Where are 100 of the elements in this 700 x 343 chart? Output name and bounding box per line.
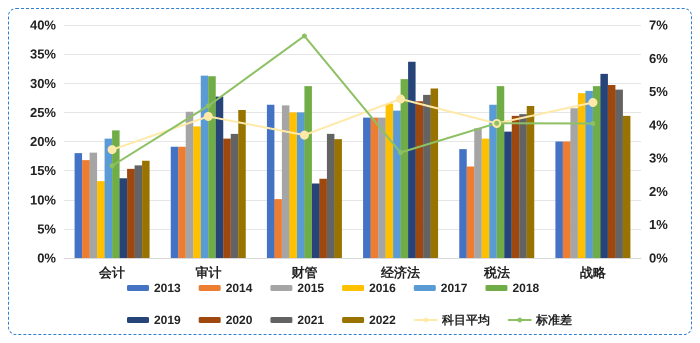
legend-label: 2017 xyxy=(440,281,468,295)
point xyxy=(588,98,598,107)
y2-tick-label: 2% xyxy=(649,184,668,199)
bar xyxy=(170,146,178,258)
y2-tick-label: 4% xyxy=(649,117,668,132)
bar xyxy=(526,106,534,258)
y2-tick-label: 0% xyxy=(649,250,668,266)
x-tick-label: 经济法 xyxy=(380,265,420,280)
bar xyxy=(289,112,297,258)
bar xyxy=(208,76,216,258)
bar xyxy=(363,118,371,258)
legend-label: 2018 xyxy=(512,281,540,295)
point xyxy=(302,33,307,38)
legend-label: 2015 xyxy=(297,281,324,295)
y-tick-label: 35% xyxy=(30,46,56,62)
bar xyxy=(334,139,342,258)
bar xyxy=(615,90,623,258)
bar xyxy=(200,76,208,258)
bar xyxy=(600,74,608,258)
y2-tick-label: 3% xyxy=(649,150,668,166)
bar xyxy=(562,142,570,258)
point xyxy=(204,112,213,121)
legend-label: 标准差 xyxy=(534,313,572,327)
legend-label: 2021 xyxy=(297,313,324,327)
bar xyxy=(326,134,334,258)
x-tick-label: 税法 xyxy=(482,265,510,280)
legend-label: 2013 xyxy=(154,281,182,295)
y-tick-label: 25% xyxy=(30,104,56,120)
bar xyxy=(82,160,90,258)
y-tick-label: 30% xyxy=(30,76,56,91)
bar xyxy=(585,90,593,258)
bar xyxy=(474,128,482,258)
bar xyxy=(430,88,438,258)
point xyxy=(590,121,596,126)
point xyxy=(110,163,115,168)
bar xyxy=(466,166,474,258)
bar xyxy=(482,138,490,258)
y-tick-label: 15% xyxy=(30,163,56,178)
bar xyxy=(592,86,600,258)
legend-label: 2019 xyxy=(154,313,182,327)
bar xyxy=(193,126,201,258)
bar xyxy=(555,142,563,258)
bar xyxy=(378,118,386,258)
y-tick-label: 40% xyxy=(30,18,56,32)
bar xyxy=(489,104,497,258)
legend-label: 2014 xyxy=(226,281,253,295)
y2-tick-label: 1% xyxy=(649,217,668,232)
bar xyxy=(408,62,416,258)
legend-label: 2022 xyxy=(369,313,396,327)
bar xyxy=(459,149,467,258)
point xyxy=(300,130,309,140)
bar xyxy=(370,118,378,258)
bar xyxy=(104,138,112,258)
point xyxy=(396,94,406,104)
bar xyxy=(578,93,586,258)
bar xyxy=(423,94,431,258)
x-tick-label: 审计 xyxy=(195,265,222,280)
bar xyxy=(178,146,186,258)
bar xyxy=(386,104,394,258)
bar xyxy=(312,183,320,258)
bar xyxy=(90,152,98,258)
bar xyxy=(112,130,120,258)
bar xyxy=(127,168,135,258)
x-tick-label: 财管 xyxy=(290,265,318,280)
bar xyxy=(296,112,304,258)
legend-label: 科目平均 xyxy=(440,313,490,327)
bar xyxy=(120,178,128,258)
bar xyxy=(622,116,630,258)
point xyxy=(398,150,404,155)
bar xyxy=(223,138,231,258)
bar xyxy=(512,116,520,258)
bar xyxy=(238,110,246,258)
y2-tick-label: 5% xyxy=(649,84,668,100)
bar xyxy=(496,86,504,258)
bar xyxy=(186,112,194,258)
bar xyxy=(142,160,150,258)
bar xyxy=(608,85,616,258)
bar xyxy=(304,86,312,258)
point xyxy=(108,145,117,154)
bar xyxy=(74,153,82,258)
x-tick-label: 战略 xyxy=(580,265,607,280)
bar xyxy=(282,105,290,258)
bar xyxy=(570,108,578,258)
bar xyxy=(274,199,282,258)
y-tick-label: 20% xyxy=(30,134,56,149)
bar xyxy=(504,132,512,258)
bar xyxy=(519,114,527,258)
legend-label: 2016 xyxy=(369,281,396,295)
bar xyxy=(230,134,238,258)
bar xyxy=(266,104,274,258)
bar xyxy=(216,96,224,258)
bar xyxy=(416,101,424,258)
y2-tick-label: 7% xyxy=(649,18,668,32)
y-tick-label: 5% xyxy=(37,221,56,236)
bar xyxy=(400,79,408,258)
bar xyxy=(97,181,105,258)
y2-tick-label: 6% xyxy=(649,50,668,66)
bar xyxy=(134,165,142,258)
y-tick-label: 10% xyxy=(30,192,56,208)
x-tick-label: 会计 xyxy=(98,265,126,280)
